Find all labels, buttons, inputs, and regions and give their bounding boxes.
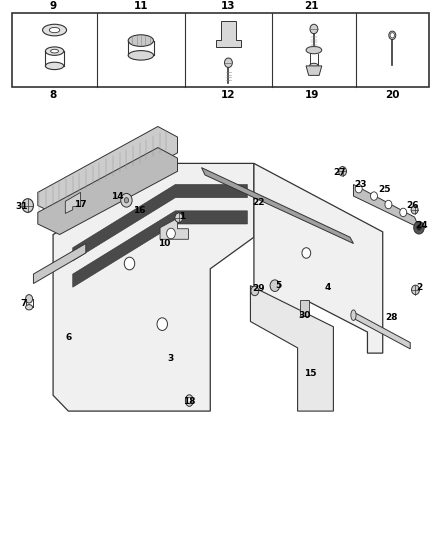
Ellipse shape (46, 47, 64, 55)
Text: 26: 26 (406, 201, 419, 210)
Ellipse shape (51, 49, 59, 53)
Ellipse shape (128, 51, 154, 60)
Text: 3: 3 (168, 354, 174, 363)
Text: 17: 17 (74, 200, 87, 209)
Polygon shape (353, 184, 419, 228)
Polygon shape (38, 148, 177, 235)
Ellipse shape (351, 310, 356, 320)
Polygon shape (201, 167, 353, 244)
Ellipse shape (389, 31, 396, 39)
Circle shape (175, 213, 183, 222)
Polygon shape (254, 164, 383, 353)
Circle shape (400, 208, 407, 216)
Text: 31: 31 (15, 202, 28, 211)
Polygon shape (38, 126, 177, 216)
Text: 28: 28 (385, 313, 398, 322)
Ellipse shape (49, 27, 60, 33)
Circle shape (121, 193, 132, 207)
Text: 7: 7 (20, 298, 27, 308)
Polygon shape (73, 184, 247, 261)
Circle shape (270, 280, 280, 292)
Circle shape (355, 184, 362, 193)
Polygon shape (53, 164, 254, 411)
Text: 10: 10 (158, 239, 171, 248)
Text: 1: 1 (179, 212, 185, 221)
Circle shape (411, 206, 418, 214)
Circle shape (22, 199, 33, 213)
Circle shape (385, 200, 392, 209)
Circle shape (166, 228, 175, 239)
Text: 2: 2 (417, 282, 423, 292)
Polygon shape (160, 218, 188, 239)
Text: 18: 18 (183, 397, 195, 406)
Circle shape (412, 285, 420, 295)
Polygon shape (251, 286, 333, 411)
Polygon shape (73, 211, 247, 287)
Polygon shape (65, 192, 81, 213)
Polygon shape (353, 312, 410, 349)
Ellipse shape (42, 25, 67, 36)
Ellipse shape (225, 58, 233, 68)
Ellipse shape (185, 395, 193, 406)
Text: 16: 16 (133, 206, 146, 215)
Text: 23: 23 (355, 180, 367, 189)
Text: 27: 27 (333, 168, 346, 177)
Polygon shape (306, 66, 322, 75)
Text: 13: 13 (221, 1, 236, 11)
Text: 30: 30 (298, 311, 311, 320)
Text: 15: 15 (304, 369, 317, 378)
Text: 25: 25 (378, 185, 390, 194)
Bar (12, 13, 428, 87)
Text: 9: 9 (50, 1, 57, 11)
Circle shape (302, 248, 311, 259)
Text: 24: 24 (416, 221, 428, 230)
Circle shape (124, 257, 135, 270)
Ellipse shape (25, 305, 32, 310)
Circle shape (339, 166, 346, 176)
Text: 29: 29 (252, 284, 265, 293)
Bar (300, 301, 308, 316)
Circle shape (251, 286, 259, 296)
Ellipse shape (187, 398, 191, 403)
Text: 12: 12 (221, 90, 236, 100)
Ellipse shape (310, 63, 318, 69)
Text: 8: 8 (49, 90, 57, 100)
Ellipse shape (25, 295, 32, 303)
Text: 11: 11 (134, 1, 148, 11)
Text: 4: 4 (325, 282, 331, 292)
Text: 21: 21 (304, 1, 319, 11)
Text: 22: 22 (252, 198, 265, 207)
Circle shape (371, 192, 378, 200)
Text: 6: 6 (65, 333, 71, 342)
Polygon shape (216, 21, 240, 47)
Ellipse shape (310, 25, 318, 34)
Circle shape (124, 198, 129, 203)
Circle shape (390, 33, 395, 38)
Circle shape (157, 318, 167, 330)
Circle shape (417, 225, 421, 230)
Ellipse shape (46, 62, 64, 70)
Circle shape (414, 221, 424, 234)
Text: 19: 19 (305, 90, 319, 100)
Polygon shape (33, 244, 86, 284)
Text: 20: 20 (385, 90, 399, 100)
Ellipse shape (306, 46, 322, 54)
Text: 5: 5 (275, 281, 281, 290)
Text: 14: 14 (111, 191, 124, 200)
Ellipse shape (128, 35, 154, 46)
